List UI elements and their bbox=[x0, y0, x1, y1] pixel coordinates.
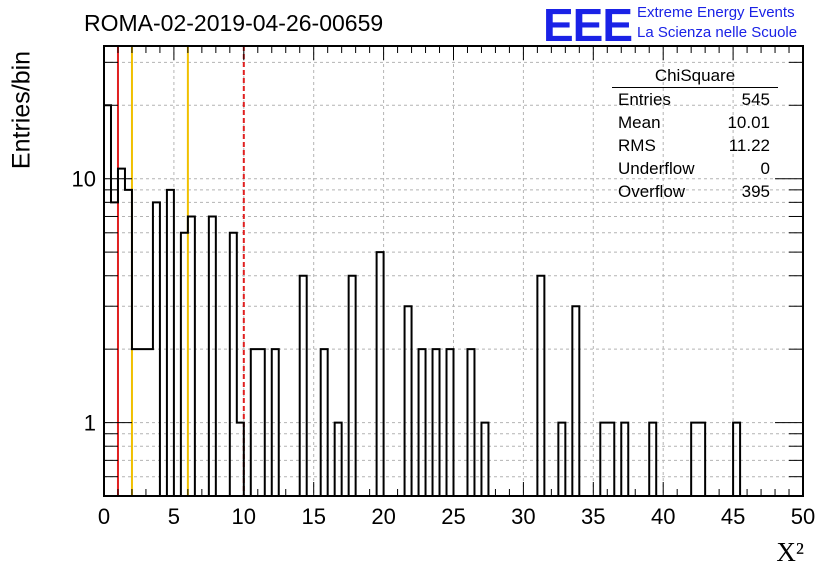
stats-label: Mean bbox=[618, 113, 661, 132]
stats-row-mean: Mean 10.01 bbox=[612, 113, 778, 136]
y-axis-label: Entries/bin bbox=[7, 50, 36, 170]
stats-label: RMS bbox=[618, 136, 656, 155]
stats-title: ChiSquare bbox=[612, 66, 778, 88]
x-tick-label: 40 bbox=[651, 504, 675, 529]
histogram-step-line bbox=[104, 104, 803, 497]
axis-tick-labels: 0 5 10 15 20 25 30 35 40 45 50 1 10 bbox=[72, 167, 816, 529]
stats-label: Overflow bbox=[618, 182, 686, 201]
stats-row-underflow: Underflow 0 bbox=[612, 159, 778, 182]
stats-value: 0 bbox=[760, 159, 770, 178]
axis-ticks bbox=[103, 46, 804, 497]
eee-logo: EEE bbox=[543, 0, 633, 51]
stats-row-entries: Entries 545 bbox=[612, 90, 778, 113]
y-tick-label: 10 bbox=[72, 167, 96, 192]
stats-label: Entries bbox=[618, 90, 671, 109]
stats-value: 10.01 bbox=[727, 113, 770, 132]
x-tick-label: 30 bbox=[511, 504, 535, 529]
x-tick-label: 10 bbox=[232, 504, 256, 529]
x-tick-label: 5 bbox=[168, 504, 180, 529]
x-axis-label: X² bbox=[776, 537, 804, 567]
x-tick-label: 50 bbox=[791, 504, 815, 529]
x-tick-label: 25 bbox=[441, 504, 465, 529]
x-tick-label: 15 bbox=[301, 504, 325, 529]
x-tick-label: 20 bbox=[371, 504, 395, 529]
stats-value: 11.22 bbox=[728, 136, 770, 155]
run-title: ROMA-02-2019-04-26-00659 bbox=[84, 10, 384, 36]
logo-line-1: Extreme Energy Events bbox=[637, 4, 795, 21]
logo-line-2: La Scienza nelle Scuole bbox=[637, 24, 798, 41]
stats-box: ChiSquare Entries 545 Mean 10.01 RMS 11.… bbox=[612, 66, 778, 205]
x-tick-label: 35 bbox=[581, 504, 605, 529]
stats-value: 545 bbox=[741, 90, 770, 109]
stats-value: 395 bbox=[741, 182, 770, 201]
stats-label: Underflow bbox=[618, 159, 695, 178]
stats-row-overflow: Overflow 395 bbox=[612, 182, 778, 205]
x-tick-label: 0 bbox=[98, 504, 110, 529]
x-tick-label: 45 bbox=[721, 504, 745, 529]
stats-row-rms: RMS 11.22 bbox=[612, 136, 778, 159]
y-tick-label: 1 bbox=[84, 411, 96, 436]
